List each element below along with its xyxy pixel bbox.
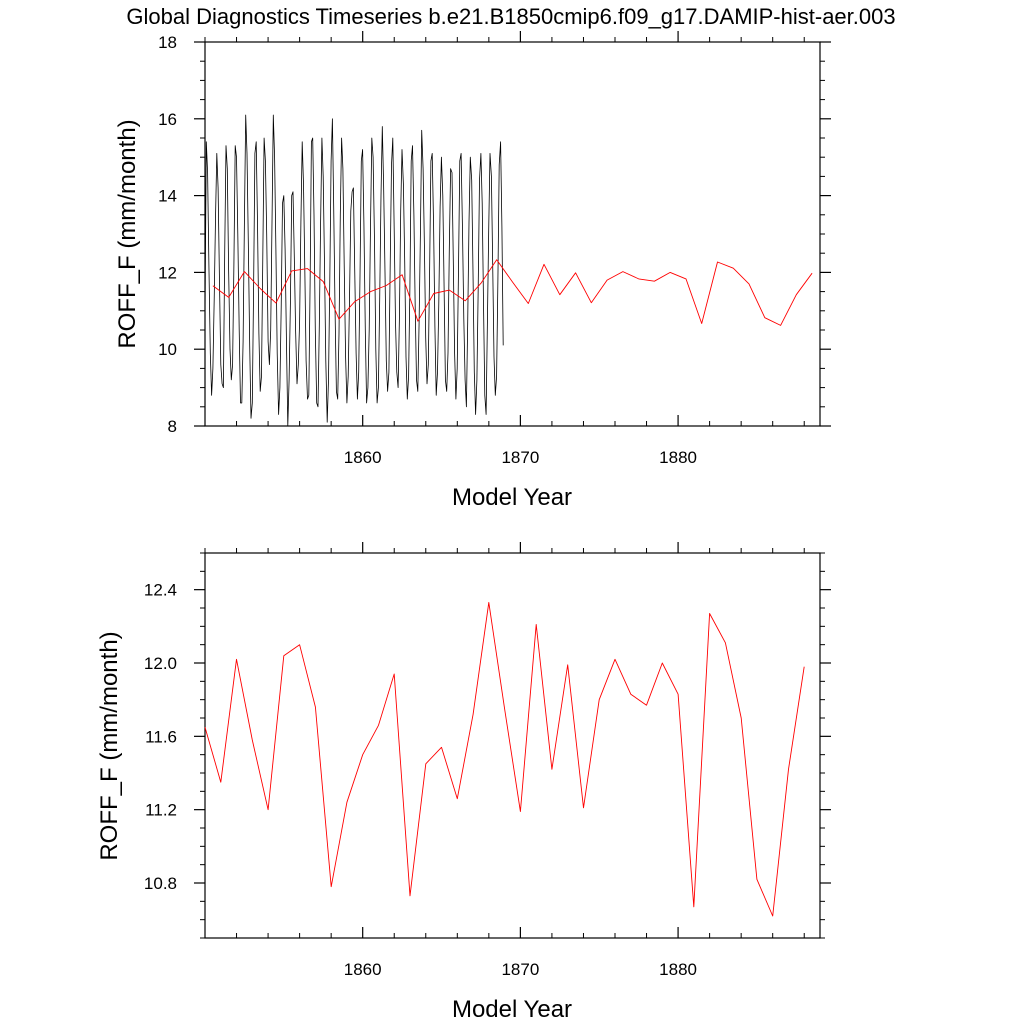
top-y-tick-label: 10: [158, 340, 177, 359]
bottom-annual-series-line: [204, 602, 805, 917]
top-x-tick-label: 1880: [659, 448, 697, 467]
bottom-ylabel: ROFF_F (mm/month): [96, 631, 123, 860]
top-y-tick-label: 16: [158, 110, 177, 129]
top-ylabel: ROFF_F (mm/month): [114, 119, 141, 348]
bottom-panel: 1860 1870 1880 10.8 11.2 11.6 12.0 12.4 Model Y…: [96, 542, 831, 1023]
top-x-tick-label: 1860: [344, 448, 382, 467]
top-y-tick-label: 8: [168, 417, 177, 436]
top-xlabel: Model Year: [452, 484, 572, 511]
bottom-plot-frame: [204, 552, 821, 939]
bottom-y-tick-label: 12.4: [144, 581, 177, 600]
top-series: [204, 114, 813, 427]
top-tick-labels: 1860 1870 1880 8 10 12 14 16 18: [158, 33, 697, 467]
top-monthly-series-line: [204, 114, 504, 427]
top-plot-frame: [204, 41, 821, 427]
top-y-tick-label: 18: [158, 33, 177, 52]
top-x-tick-label: 1870: [501, 448, 539, 467]
bottom-x-tick-label: 1870: [501, 960, 539, 979]
bottom-xlabel: Model Year: [452, 996, 572, 1023]
top-annual-series-line: [212, 259, 813, 326]
figure-title: Global Diagnostics Timeseries b.e21.B185…: [126, 4, 895, 29]
bottom-x-tick-label: 1880: [659, 960, 697, 979]
bottom-tick-labels: 1860 1870 1880 10.8 11.2 11.6 12.0 12.4: [144, 581, 697, 979]
bottom-y-tick-label: 10.8: [144, 874, 177, 893]
top-ticks: [194, 31, 831, 427]
bottom-y-tick-label: 11.6: [145, 727, 177, 746]
bottom-ticks: [194, 542, 831, 939]
bottom-y-tick-label: 11.2: [145, 801, 177, 820]
top-y-tick-label: 14: [158, 187, 177, 206]
bottom-series: [204, 602, 805, 917]
bottom-x-tick-label: 1860: [344, 960, 382, 979]
top-panel: 1860 1870 1880 8 10 12 14 16 18 Model Year ROFF_…: [114, 31, 831, 511]
top-y-tick-label: 12: [158, 263, 177, 282]
bottom-y-tick-label: 12.0: [144, 654, 177, 673]
